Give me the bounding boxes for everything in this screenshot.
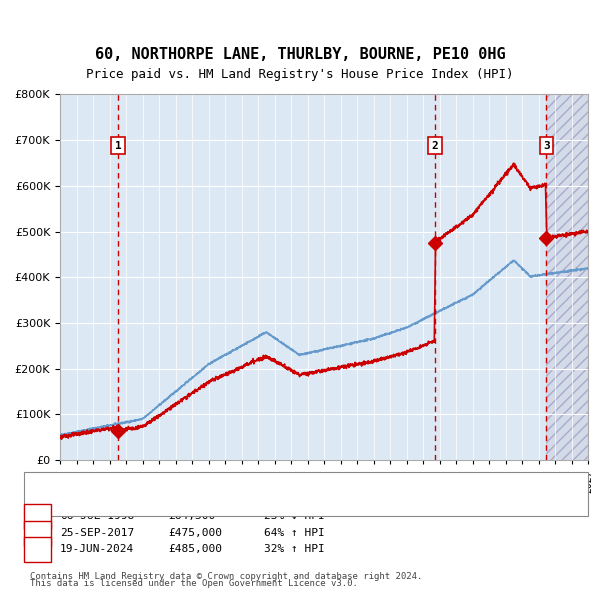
Text: 1: 1	[115, 140, 121, 150]
Text: 23% ↓ HPI: 23% ↓ HPI	[264, 512, 325, 521]
Text: 64% ↑ HPI: 64% ↑ HPI	[264, 528, 325, 537]
Text: 1: 1	[34, 512, 41, 521]
Text: ———: ———	[42, 495, 83, 509]
Text: 2: 2	[431, 140, 439, 150]
Text: ———: ———	[42, 479, 83, 493]
Text: 60, NORTHORPE LANE, THURLBY, BOURNE, PE10 0HG (detached house): 60, NORTHORPE LANE, THURLBY, BOURNE, PE1…	[78, 481, 442, 491]
Text: £475,000: £475,000	[168, 528, 222, 537]
Text: Contains HM Land Registry data © Crown copyright and database right 2024.: Contains HM Land Registry data © Crown c…	[30, 572, 422, 581]
Text: HPI: Average price, detached house, South Kesteven: HPI: Average price, detached house, Sout…	[78, 497, 372, 507]
Text: 32% ↑ HPI: 32% ↑ HPI	[264, 545, 325, 554]
Text: £485,000: £485,000	[168, 545, 222, 554]
Text: Price paid vs. HM Land Registry's House Price Index (HPI): Price paid vs. HM Land Registry's House …	[86, 68, 514, 81]
Text: 3: 3	[543, 140, 550, 150]
Text: 2: 2	[34, 528, 41, 537]
Text: 60, NORTHORPE LANE, THURLBY, BOURNE, PE10 0HG: 60, NORTHORPE LANE, THURLBY, BOURNE, PE1…	[95, 47, 505, 62]
Text: 06-JUL-1998: 06-JUL-1998	[60, 512, 134, 521]
Text: 3: 3	[34, 545, 41, 554]
Text: 25-SEP-2017: 25-SEP-2017	[60, 528, 134, 537]
Bar	[546, 94, 588, 460]
Bar	[546, 94, 588, 460]
Text: 19-JUN-2024: 19-JUN-2024	[60, 545, 134, 554]
Text: This data is licensed under the Open Government Licence v3.0.: This data is licensed under the Open Gov…	[30, 579, 358, 588]
Text: £64,500: £64,500	[168, 512, 215, 521]
